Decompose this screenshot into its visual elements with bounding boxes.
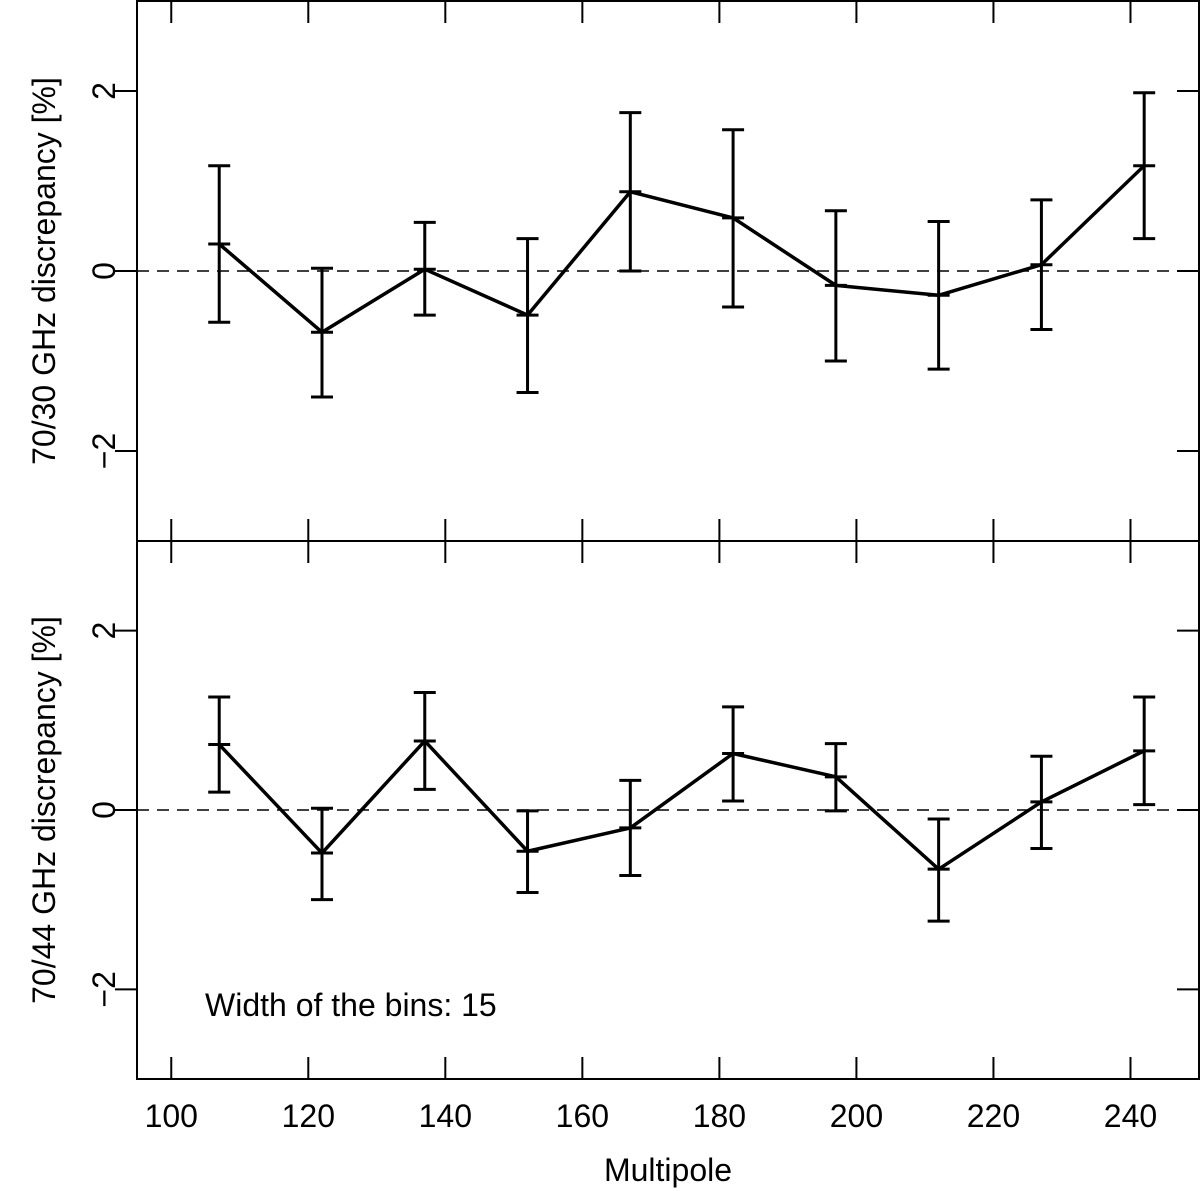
x-tick-label: 240 bbox=[1104, 1098, 1157, 1134]
bin-width-annotation: Width of the bins: 15 bbox=[205, 987, 497, 1023]
series-line bbox=[217, 739, 1145, 871]
x-axis-title: Multipole bbox=[604, 1152, 732, 1188]
y-tick-label: 2 bbox=[86, 622, 122, 640]
x-tick-label: 220 bbox=[967, 1098, 1020, 1134]
x-tick-label: 160 bbox=[556, 1098, 609, 1134]
x-tick-label: 180 bbox=[693, 1098, 746, 1134]
x-tick-label: 140 bbox=[419, 1098, 472, 1134]
series-line bbox=[218, 164, 1146, 334]
top-y-axis-title: 70/30 GHz discrepancy [%] bbox=[26, 77, 62, 465]
y-tick-label: −2 bbox=[86, 971, 122, 1007]
y-tick-label: 0 bbox=[86, 262, 122, 280]
x-tick-label: 120 bbox=[282, 1098, 335, 1134]
y-tick-label: −2 bbox=[86, 433, 122, 469]
panel-top: −2 0 2 70/30 GHz discrepancy [%] bbox=[26, 0, 1200, 542]
x-tick-label: 100 bbox=[145, 1098, 198, 1134]
x-tick-label: 200 bbox=[830, 1098, 883, 1134]
panel-bottom: −2 0 2 100 120 140 160 180 200 220 240 70/44 GHz … bbox=[26, 540, 1200, 1188]
bottom-y-axis-title: 70/44 GHz discrepancy [%] bbox=[26, 616, 62, 1004]
y-tick-label: 2 bbox=[86, 82, 122, 100]
y-tick-label: 0 bbox=[86, 801, 122, 819]
